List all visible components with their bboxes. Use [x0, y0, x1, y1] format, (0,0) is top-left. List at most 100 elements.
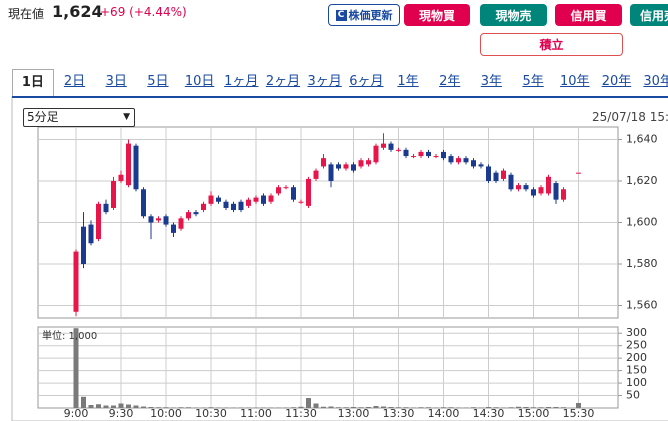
candle-body: [321, 158, 326, 167]
volume-bar: [373, 406, 379, 408]
candle-body: [313, 170, 319, 179]
volume-bar: [156, 407, 161, 408]
candle-body: [523, 185, 529, 190]
candle-body: [576, 172, 581, 174]
y-tick-label: 1,560: [626, 299, 658, 312]
period-tab[interactable]: 20年: [601, 74, 632, 89]
period-tab[interactable]: 1ヶ月: [224, 74, 259, 89]
refresh-button[interactable]: C 株価更新: [328, 4, 400, 26]
x-tick-label: 13:30: [383, 407, 415, 420]
period-tab[interactable]: 2日: [63, 74, 86, 89]
volume-bar: [178, 407, 184, 408]
price-change: +69 (+4.44%): [100, 5, 187, 19]
volume-bar: [111, 405, 116, 408]
candle-body: [358, 160, 364, 167]
y-tick-label: 250: [626, 339, 647, 352]
period-tab[interactable]: 3日: [105, 74, 127, 89]
volume-bar: [523, 407, 529, 408]
period-tab[interactable]: 3ヶ月: [307, 74, 342, 89]
candle-body: [141, 189, 146, 217]
candle-body: [88, 224, 94, 244]
volume-bar: [186, 407, 191, 408]
volume-bar: [298, 406, 304, 408]
sell-button[interactable]: 現物売: [480, 4, 547, 26]
period-tab[interactable]: 5年: [522, 74, 544, 89]
margin-buy-button[interactable]: 信用買: [555, 4, 622, 26]
candle-body: [216, 197, 221, 202]
volume-bar: [103, 405, 109, 408]
volume-bar: [381, 406, 386, 408]
volume-bar: [493, 407, 499, 408]
candle-body: [561, 189, 566, 200]
volume-bar: [358, 407, 364, 408]
candle-body: [463, 158, 469, 163]
x-tick-label: 10:00: [150, 407, 182, 420]
volume-bar: [546, 407, 551, 408]
period-tab[interactable]: 10年: [560, 74, 590, 89]
candle-body: [426, 151, 431, 157]
price: 1,624: [52, 2, 103, 21]
candle-body: [328, 164, 334, 181]
candle-body: [178, 218, 184, 229]
period-tab[interactable]: 5日: [147, 74, 169, 89]
y-tick-label: 1,580: [626, 257, 658, 270]
margin-sell-button[interactable]: 信用売: [630, 4, 668, 26]
candle-body: [73, 251, 79, 312]
volume-bar: [321, 406, 326, 408]
period-tabs: 1日 2日 3日 5日 10日 1ヶ月 2ヶ月 3ヶ月 6ヶ月 1年 2年 3年 5年 10年 20年 30年: [12, 69, 668, 98]
period-tab[interactable]: 3年: [480, 74, 503, 89]
y-tick-label: 50: [626, 389, 640, 402]
volume-bar: [486, 407, 491, 408]
period-tab[interactable]: 6ヶ月: [349, 74, 384, 89]
candle-body: [531, 189, 536, 196]
x-tick-label: 13:00: [338, 407, 370, 420]
volume-bar: [81, 396, 86, 408]
volume-bar: [126, 404, 131, 408]
volume-bar: [141, 406, 146, 408]
volume-bar: [441, 407, 446, 408]
period-tab[interactable]: 30年: [643, 74, 668, 89]
candle-body: [456, 158, 461, 163]
volume-bar: [366, 407, 371, 408]
volume-bar: [208, 407, 214, 408]
candle-body: [441, 151, 446, 159]
buy-button[interactable]: 現物買: [404, 4, 470, 26]
tsumitate-button[interactable]: 積立: [480, 33, 623, 56]
candle-body: [96, 203, 101, 240]
candle-body: [201, 203, 206, 211]
y-tick-label: 300: [626, 326, 647, 339]
candle-body: [111, 180, 116, 208]
candle-body: [478, 164, 484, 167]
volume-bar: [306, 398, 311, 408]
x-tick-label: 11:30: [285, 407, 317, 420]
candle-body: [306, 178, 311, 206]
candle-body: [238, 201, 244, 211]
volume-bar: [291, 407, 296, 408]
chart-panel: [11, 96, 668, 421]
candle-body: [133, 145, 139, 190]
candle-body: [253, 197, 259, 202]
candle-body: [223, 201, 229, 208]
y-tick-label: 1,620: [626, 174, 658, 187]
volume-bar: [148, 407, 154, 408]
period-tab[interactable]: 10日: [184, 74, 215, 89]
candle-body: [261, 195, 266, 204]
period-tab[interactable]: 1年: [397, 74, 419, 89]
interval-select[interactable]: 5分足 ▼: [23, 108, 135, 127]
candle-body: [343, 164, 349, 169]
period-tab[interactable]: 2ヶ月: [265, 74, 301, 89]
volume-bar: [576, 403, 581, 408]
volume-bar: [508, 407, 514, 408]
volume-bar: [448, 407, 454, 408]
unit-label: 単位: 1,000: [42, 329, 97, 342]
candle-body: [381, 143, 386, 148]
period-tab[interactable]: 2年: [439, 74, 461, 89]
volume-bar: [561, 407, 566, 408]
candle-body: [493, 172, 499, 181]
period-tab[interactable]: 1日: [12, 69, 54, 96]
volume-bar: [351, 407, 356, 408]
x-tick-label: 9:30: [109, 407, 134, 420]
candle-body: [156, 218, 161, 221]
y-tick-label: 1,640: [626, 132, 658, 145]
